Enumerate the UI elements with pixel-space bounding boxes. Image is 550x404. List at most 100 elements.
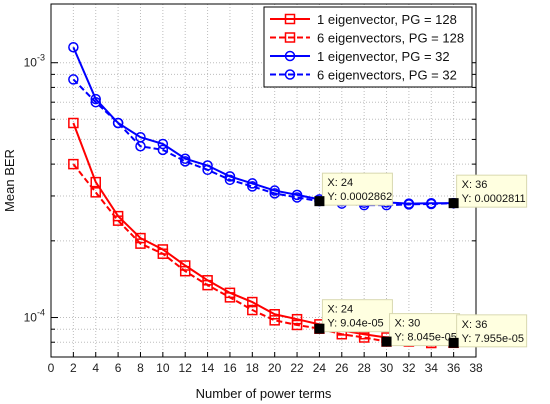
data-point xyxy=(202,164,213,176)
y-tick-label: 10-4 xyxy=(24,308,45,325)
data-point xyxy=(426,198,437,210)
data-point xyxy=(90,93,101,105)
x-tick-label: 26 xyxy=(335,361,349,375)
series-line xyxy=(72,163,454,344)
data-point xyxy=(269,185,280,196)
datatip-y: Y: 8.045e-05 xyxy=(395,332,457,344)
x-tick-label: 0 xyxy=(48,361,55,375)
datatips: X: 24 Y: 0.0002862 X: 36 Y: 0.0002811 X: 24 Y… xyxy=(314,172,528,348)
data-point xyxy=(68,42,79,53)
datatip-marker xyxy=(448,198,459,209)
x-tick-label: 38 xyxy=(469,361,483,375)
data-point xyxy=(68,74,79,85)
data-point xyxy=(90,187,101,198)
data-point xyxy=(224,174,236,186)
datatip-x: X: 30 xyxy=(395,318,421,330)
x-tick-label: 18 xyxy=(246,361,260,375)
legend-label: 6 eigenvectors, PG = 128 xyxy=(317,31,464,46)
data-point xyxy=(224,292,236,303)
data-point xyxy=(291,319,303,331)
datatip-box xyxy=(389,313,461,347)
data-point xyxy=(90,176,101,188)
data-point xyxy=(247,304,258,316)
legend-marker xyxy=(284,32,296,43)
x-axis-label: Number of power terms xyxy=(196,386,332,401)
data-point xyxy=(68,158,79,170)
legend-label: 1 eigenvector, PG = 32 xyxy=(317,49,450,64)
x-tick-label: 24 xyxy=(313,361,327,375)
datatip: X: 24 Y: 9.04e-05 xyxy=(314,299,393,334)
x-tick-label: 16 xyxy=(223,361,237,375)
x-tick-label: 2 xyxy=(70,361,77,375)
datatip-marker xyxy=(314,196,325,207)
legend-entry: 1 eigenvector, PG = 128 xyxy=(270,12,457,27)
x-tick-label: 22 xyxy=(290,361,304,375)
datatip-x: X: 36 xyxy=(462,319,488,331)
datatip: X: 36 Y: 7.955e-05 xyxy=(448,314,528,348)
datatip-box xyxy=(321,172,393,206)
legend: 1 eigenvector, PG = 128 6 eigenvectors, P… xyxy=(263,6,473,88)
x-tick-label: 14 xyxy=(201,361,215,375)
data-point xyxy=(224,171,236,182)
data-point xyxy=(247,178,258,189)
datatip: X: 36 Y: 0.0002811 xyxy=(448,174,528,209)
datatip-y: Y: 0.0002811 xyxy=(462,193,526,205)
datatip-marker xyxy=(381,336,392,347)
x-tick-label: 30 xyxy=(380,361,394,375)
x-tick-label: 4 xyxy=(92,361,99,375)
legend-label: 1 eigenvector, PG = 128 xyxy=(317,12,457,27)
tick-labels: 0 2 4 6 8 10 12 14 16 18 20 22 24 26 28 30 32 34 36 3810-31… xyxy=(24,53,483,375)
y-tick-base: 10 xyxy=(24,311,38,325)
data-point xyxy=(269,315,280,326)
datatip-box xyxy=(456,174,528,208)
y-axis-label: Mean BER xyxy=(2,149,17,212)
data-point xyxy=(157,138,169,150)
data-point xyxy=(403,199,415,210)
y-tick-label: 10-3 xyxy=(24,53,45,70)
datatip-x: X: 24 xyxy=(327,177,353,189)
x-tick-label: 36 xyxy=(447,361,461,375)
data-point xyxy=(247,296,258,308)
data-point xyxy=(269,309,280,320)
data-point xyxy=(68,117,79,129)
data-point xyxy=(358,332,370,343)
legend-marker xyxy=(284,69,296,80)
data-point xyxy=(135,141,146,152)
x-tick-label: 6 xyxy=(115,361,122,375)
datatip-marker xyxy=(314,323,325,334)
data-point xyxy=(112,215,124,226)
x-tick-label: 34 xyxy=(425,361,439,375)
datatip-y: Y: 9.04e-05 xyxy=(327,318,383,330)
data-point xyxy=(291,313,303,325)
x-tick-label: 32 xyxy=(402,361,416,375)
legend-marker xyxy=(284,50,296,62)
data-point xyxy=(269,188,280,199)
data-point xyxy=(179,265,191,277)
y-tick-exponent: -3 xyxy=(37,53,45,63)
x-tick-label: 20 xyxy=(268,361,282,375)
legend-entry: 1 eigenvector, PG = 32 xyxy=(270,49,450,64)
x-tick-label: 8 xyxy=(137,361,144,375)
data-point xyxy=(112,117,124,129)
legend-entry: 6 eigenvectors, PG = 32 xyxy=(270,68,457,83)
datatip-box xyxy=(456,314,528,348)
data-point xyxy=(157,248,169,259)
legend-marker xyxy=(284,13,296,25)
datatip-x: X: 24 xyxy=(327,304,353,316)
data-point xyxy=(179,156,191,167)
data-point xyxy=(90,96,101,108)
y-tick-exponent: -4 xyxy=(37,308,45,318)
legend-entry: 6 eigenvectors, PG = 128 xyxy=(270,31,464,46)
datatip-x: X: 36 xyxy=(462,179,488,191)
data-point xyxy=(247,181,258,192)
datatip-y: Y: 0.0002862 xyxy=(327,191,392,203)
x-tick-label: 28 xyxy=(357,361,371,375)
legend-label: 6 eigenvectors, PG = 32 xyxy=(317,68,457,83)
data-point xyxy=(135,238,146,249)
y-tick-base: 10 xyxy=(24,56,38,70)
datatip: X: 30 Y: 8.045e-05 xyxy=(381,313,461,347)
data-point xyxy=(157,144,169,156)
x-tick-label: 10 xyxy=(156,361,170,375)
data-point xyxy=(202,279,213,291)
